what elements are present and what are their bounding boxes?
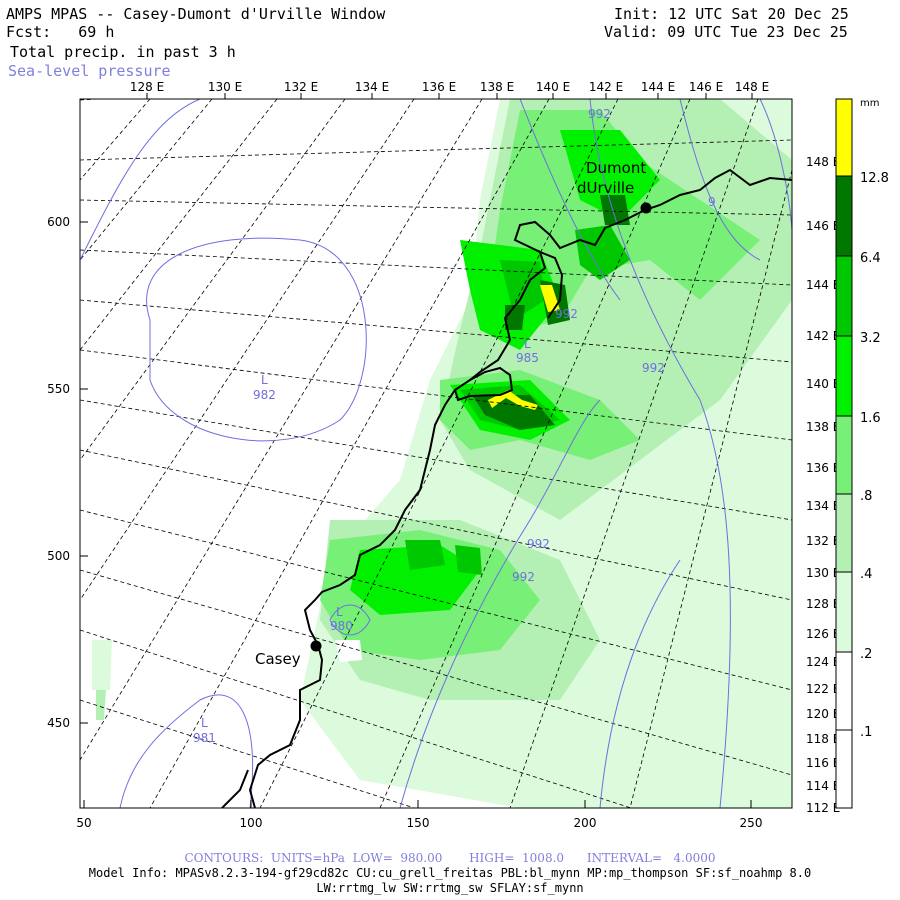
right-lon-label: 136 E xyxy=(806,461,840,475)
top-lon-label: 142 E xyxy=(589,80,623,94)
right-lon-labels: 148 E 146 E 144 E 142 E 140 E 138 E 136 … xyxy=(806,155,840,815)
right-lon-label: 138 E xyxy=(806,420,840,434)
right-lon-label: 132 E xyxy=(806,534,840,548)
y-tick-label: 550 xyxy=(47,382,70,396)
right-lon-label: 146 E xyxy=(806,219,840,233)
low-marker: L xyxy=(201,716,208,730)
colorbar-swatch-6.4 xyxy=(836,176,852,256)
colorbar-label: 1.6 xyxy=(860,411,881,426)
right-lon-label: 144 E xyxy=(806,278,840,292)
right-lon-label: 126 E xyxy=(806,627,840,641)
x-tick-label: 250 xyxy=(740,816,763,830)
forecast-hour: Fcst: 69 h xyxy=(6,23,115,41)
right-lon-label: 122 E xyxy=(806,682,840,696)
pressure-label: 985 xyxy=(516,351,539,365)
top-lon-label: 146 E xyxy=(689,80,723,94)
contours-info: CONTOURS: UNITS=hPa LOW= 980.00 HIGH= 10… xyxy=(184,851,716,865)
pressure-label: 992 xyxy=(527,537,550,551)
init-time: Init: 12 UTC Sat 20 Dec 25 xyxy=(614,5,849,23)
pressure-label: 992 xyxy=(512,570,535,584)
low-marker: L xyxy=(524,337,531,351)
map-title: AMPS MPAS -- Casey-Dumont d'Urville Wind… xyxy=(6,5,386,23)
top-ticks xyxy=(146,93,753,99)
right-lon-label: 120 E xyxy=(806,707,840,721)
right-lon-label: 142 E xyxy=(806,329,840,343)
left-y-labels: 600 550 500 450 xyxy=(47,215,70,730)
top-lon-label: 130 E xyxy=(208,80,242,94)
overlay-name: Sea-level pressure xyxy=(8,62,171,80)
y-tick-label: 500 xyxy=(47,549,70,563)
top-lon-label: 128 E xyxy=(130,80,164,94)
colorbar-swatch-0.8 xyxy=(836,416,852,494)
colorbar-unit: mm xyxy=(860,98,879,109)
right-lon-label: 148 E xyxy=(806,155,840,169)
bottom-x-labels: 50 100 150 200 250 xyxy=(76,816,762,830)
right-lon-label: 140 E xyxy=(806,377,840,391)
pressure-label: 9 xyxy=(708,195,716,209)
map-panel: Dumont dUrville Casey 992 992 L 985 992 … xyxy=(80,99,792,808)
durville-label: dUrville xyxy=(577,179,634,197)
pressure-label: 981 xyxy=(193,731,216,745)
pressure-label: 992 xyxy=(642,361,665,375)
pressure-label: 980 xyxy=(330,619,353,633)
model-info: Model Info: MPASv8.2.3-194-gf29cd82c CU:… xyxy=(88,866,812,880)
field-name: Total precip. in past 3 h xyxy=(10,43,236,61)
colorbar-label: .1 xyxy=(860,725,872,740)
top-lon-label: 134 E xyxy=(355,80,389,94)
right-lon-label: 114 E xyxy=(806,779,840,793)
top-lon-label: 136 E xyxy=(422,80,456,94)
model-info-line2: LW:rrtmg_lw SW:rrtmg_sw SFLAY:sf_mynn xyxy=(316,881,584,895)
colorbar-swatch-12.8 xyxy=(836,99,852,176)
valid-time: Valid: 09 UTC Tue 23 Dec 25 xyxy=(604,23,848,41)
pressure-label: 992 xyxy=(588,107,611,121)
colorbar-swatch-0.2 xyxy=(836,572,852,652)
colorbar: mm 12.8 6.4 3.2 1.6 .8 .4 .2 .1 xyxy=(835,98,889,809)
dumont-durville-marker xyxy=(640,202,652,214)
colorbar-label: 12.8 xyxy=(860,171,889,186)
isobars xyxy=(80,99,792,808)
precip-moderate xyxy=(320,110,760,662)
right-lon-label: 134 E xyxy=(806,499,840,513)
top-lon-label: 132 E xyxy=(284,80,318,94)
map-frame xyxy=(79,98,793,809)
top-lon-label: 140 E xyxy=(536,80,570,94)
x-tick-label: 200 xyxy=(574,816,597,830)
top-lon-labels: 128 E 130 E 132 E 134 E 136 E 138 E 140 … xyxy=(130,80,769,94)
pressure-label: 992 xyxy=(555,307,578,321)
low-marker: L xyxy=(261,373,268,387)
right-lon-label: 118 E xyxy=(806,732,840,746)
top-lon-label: 148 E xyxy=(735,80,769,94)
top-lon-label: 144 E xyxy=(641,80,675,94)
colorbar-label: .8 xyxy=(860,489,872,504)
colorbar-label: 6.4 xyxy=(860,251,881,266)
x-tick-label: 50 xyxy=(76,816,91,830)
colorbar-label: 3.2 xyxy=(860,331,881,346)
bottom-ticks xyxy=(83,800,752,808)
colorbar-label: .4 xyxy=(860,567,872,582)
top-lon-label: 138 E xyxy=(480,80,514,94)
casey-label: Casey xyxy=(255,650,301,668)
pressure-labels: 992 992 L 985 992 L 982 992 992 L 980 L … xyxy=(193,107,716,745)
low-marker: L xyxy=(336,605,343,619)
y-tick-label: 600 xyxy=(47,215,70,229)
colorbar-label: .2 xyxy=(860,647,872,662)
latlon-grid xyxy=(80,99,792,808)
casey-marker xyxy=(310,640,322,652)
right-lon-label: 128 E xyxy=(806,597,840,611)
right-lon-label: 116 E xyxy=(806,756,840,770)
right-lon-label: 130 E xyxy=(806,566,840,580)
dumont-label: Dumont xyxy=(586,159,646,177)
y-tick-label: 450 xyxy=(47,716,70,730)
colorbar-swatch-0.4 xyxy=(836,494,852,572)
right-lon-label: 112 E xyxy=(806,801,840,815)
right-lon-label: 124 E xyxy=(806,655,840,669)
left-ticks xyxy=(80,221,88,724)
x-tick-label: 150 xyxy=(407,816,430,830)
x-tick-label: 100 xyxy=(240,816,263,830)
colorbar-swatch-3.2 xyxy=(836,256,852,336)
colorbar-swatch-1.6 xyxy=(836,336,852,416)
pressure-label: 982 xyxy=(253,388,276,402)
